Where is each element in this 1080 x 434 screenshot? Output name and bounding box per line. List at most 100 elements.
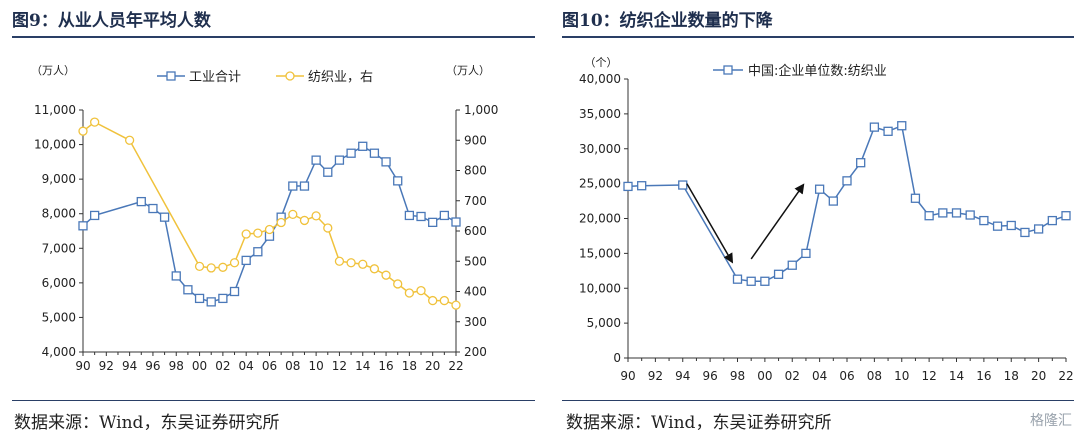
left-chart-point-textile [381,270,391,280]
left-chart-point-textile [416,285,426,296]
left-chart-point-textile [451,300,461,310]
left-chart-y2tick-label: 800 [464,164,487,178]
left-chart-point-textile [288,209,298,220]
left-chart-point-industry [78,221,88,231]
left-chart-point-textile [393,279,403,289]
left-chart-point-textile [241,229,251,239]
left-chart-legend-marker-textile [285,71,295,81]
left-chart-point-industry [159,212,170,222]
left-chart-point-industry [218,293,228,304]
right-chart-ytick-label: 30,000 [579,142,621,156]
left-chart-point-textile [90,117,100,127]
left-chart-point-textile [264,224,275,235]
left-chart-point-industry [171,271,181,281]
left-chart-point-textile [253,228,263,238]
left-chart-xtick-label: 06 [262,359,277,373]
left-chart-xtick-label: 98 [169,359,184,373]
left-chart-point-industry [323,167,333,177]
right-chart-xtick-label: 18 [1004,369,1019,383]
right-chart-xtick-label: 06 [839,369,854,383]
left-chart-point-industry [253,247,263,257]
left-chart-point-textile [358,259,368,269]
left-chart-point-textile [218,262,228,272]
left-chart-y2tick-label: 700 [464,194,487,208]
right-chart-xtick-label: 00 [757,369,772,383]
right-chart-ytick-label: 20,000 [579,212,621,226]
left-chart-point-industry [183,285,193,295]
right-chart-xtick-label: 14 [949,369,964,383]
left-chart-point-textile [323,223,333,233]
left-chart-xtick-label: 00 [192,359,207,373]
left-chart-ytick-label: 7,000 [42,241,76,255]
left-chart-y2tick-label: 1,000 [464,103,498,117]
right-chart-ytick-label: 5,000 [587,316,621,330]
left-chart-point-industry [288,181,298,191]
left-chart-xtick-label: 22 [448,359,463,373]
left-chart-point-textile [229,258,240,268]
right-chart-point [637,181,647,191]
left-chart-point-textile [439,295,449,306]
right-chart-point [979,215,989,226]
left-chart-right-unit: （万人） [446,64,490,77]
right-source-note: 数据来源：Wind，东吴证券研究所 [566,413,832,433]
right-chart-xtick-label: 98 [730,369,745,383]
left-chart-point-textile [124,135,135,145]
left-chart-ytick-label: 9,000 [42,172,76,186]
left-chart-legend-label-industry: 工业合计 [189,70,241,85]
right-chart-point [924,211,934,221]
right-chart-point [773,269,784,279]
left-chart-point-industry [241,255,251,266]
right-bottom-rule [562,400,1074,401]
right-chart-ytick-label: 40,000 [579,72,621,86]
left-chart-point-textile [404,288,415,298]
right-chart-point [746,276,756,286]
left-chart-ytick-label: 10,000 [34,138,76,152]
left-chart-point-industry [334,155,345,165]
right-chart-point [897,121,907,131]
right-chart-point [1006,220,1016,231]
right-chart-point [678,180,688,190]
left-chart-y2tick-label: 200 [464,345,487,359]
right-chart-point [1033,224,1044,234]
right-chart-xtick-label: 22 [1058,369,1073,383]
left-chart-ytick-label: 4,000 [42,345,76,359]
right-chart-point [801,248,811,259]
right-chart-ytick-label: 35,000 [579,107,621,121]
right-chart-xtick-label: 90 [620,369,635,383]
up-arrow [750,183,805,260]
left-chart-y2tick-label: 400 [464,285,487,299]
left-chart-xtick-label: 20 [425,359,440,373]
right-chart-xtick-label: 20 [1031,369,1046,383]
left-chart-point-textile [276,217,286,228]
right-chart-point [1061,211,1071,221]
right-chart-point [951,208,962,218]
right-chart-ytick-label: 0 [613,351,621,365]
left-chart-y2tick-label: 500 [464,254,487,268]
left-chart-point-industry [428,217,438,228]
right-chart-xtick-label: 02 [785,369,800,383]
right-chart-point [938,208,948,218]
right-chart-xtick-label: 12 [921,369,936,383]
left-chart-y2tick-label: 600 [464,224,487,238]
left-chart-point-industry [311,155,321,165]
left-chart-point-industry [299,181,310,191]
right-chart-point [787,260,797,270]
down-arrow [686,183,734,264]
right-chart-point [828,196,838,206]
left-figure-title: 图9：从业人员年平均人数 [12,11,211,31]
right-chart-xtick-label: 04 [812,369,827,383]
left-chart-ytick-label: 11,000 [34,103,76,117]
left-chart-point-industry [381,157,391,167]
left-bottom-rule [12,400,535,401]
left-chart-point-industry [206,297,216,307]
left-chart-xtick-label: 14 [355,359,370,373]
left-chart-point-textile [194,261,205,272]
right-chart-point [760,276,770,286]
right-chart-point [883,126,893,136]
right-chart-ytick-label: 15,000 [579,246,621,260]
left-source-note: 数据来源：Wind，东吴证券研究所 [14,413,280,433]
left-chart-point-textile [78,126,88,136]
left-chart-point-textile [334,256,345,266]
right-chart-point [869,122,880,132]
